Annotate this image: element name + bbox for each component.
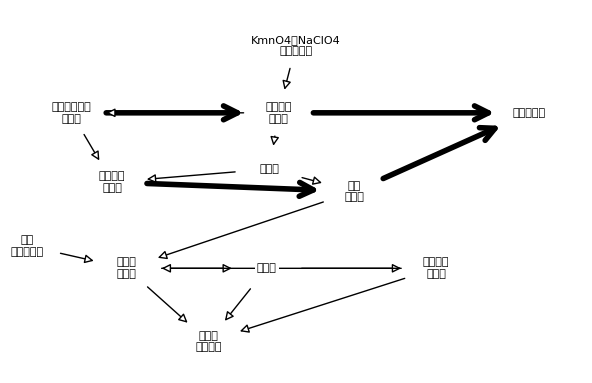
Text: 饱和
确酸铝溶液: 饱和 确酸铝溶液: [11, 235, 44, 257]
Text: 反应与
沉降池: 反应与 沉降池: [117, 257, 137, 279]
Text: 固体堆放场: 固体堆放场: [513, 108, 546, 118]
Text: 涡旋流体
净化器: 涡旋流体 净化器: [423, 257, 449, 279]
Text: 圆锥水力
分级机: 圆锥水力 分级机: [99, 171, 126, 193]
Text: 离心机: 离心机: [257, 263, 276, 273]
Text: KmnO4或NaClO4
溶液加注池: KmnO4或NaClO4 溶液加注池: [251, 34, 341, 56]
Text: 钓酸铅
收集烘干: 钓酸铅 收集烘干: [195, 331, 221, 352]
Text: 水力
旋流器: 水力 旋流器: [345, 181, 364, 202]
Text: 湿式（溢流）
球磨机: 湿式（溢流） 球磨机: [52, 102, 91, 124]
Text: 打浆池: 打浆池: [260, 164, 279, 174]
Text: 溢流螈旋
分级机: 溢流螈旋 分级机: [265, 102, 292, 124]
